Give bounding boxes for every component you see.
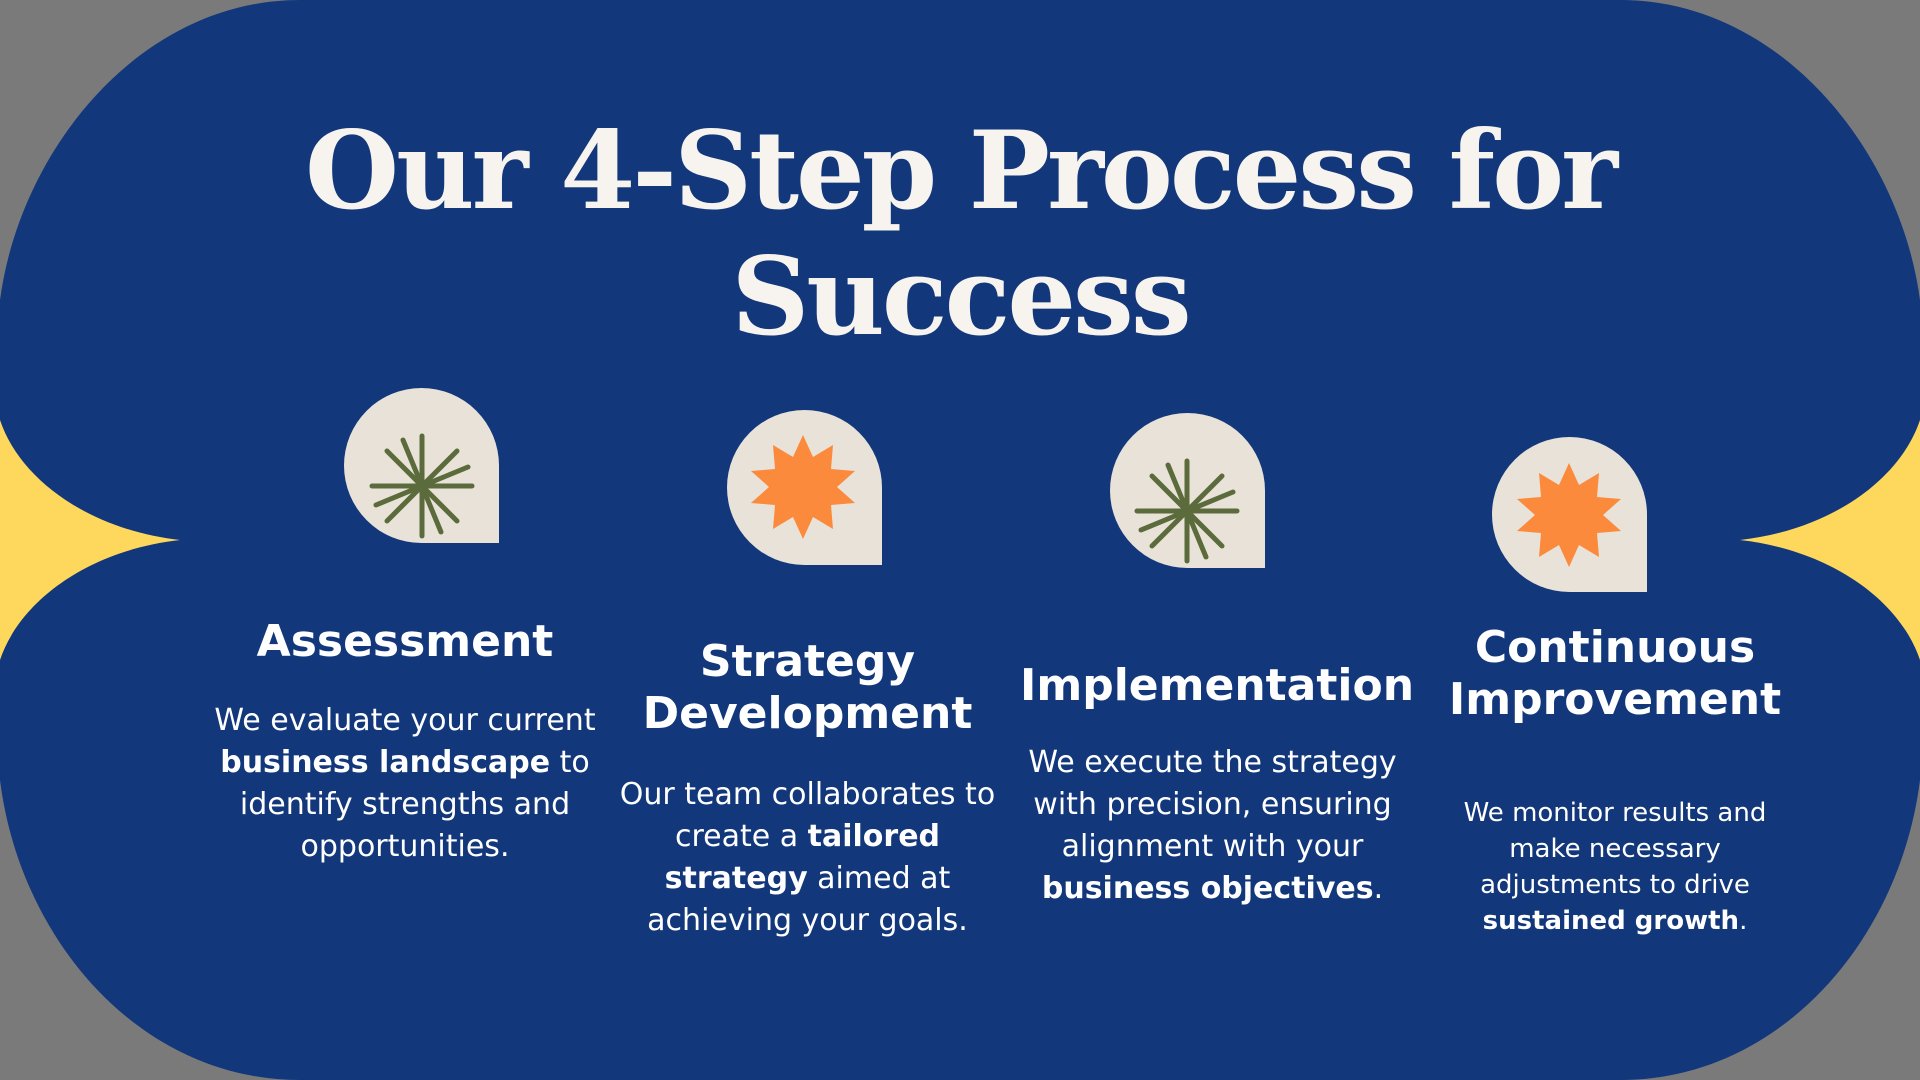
step-4-title: Continuous Improvement [1448,622,1782,725]
green-asterisk-icon [369,433,475,539]
step-2-description: Our team collaborates to create a tailor… [619,777,996,938]
orange-starburst-icon [751,435,855,539]
orange-starburst-icon [1517,463,1621,567]
step-1-icon-badge [344,388,499,543]
page-title: Our 4-Step Process for Success [305,108,1618,360]
step-1-description: We evaluate your current business landsc… [214,703,596,864]
step-3-description: We execute the strategy with precision, … [1028,745,1397,906]
step-4-description: We monitor results and make necessary ad… [1463,798,1767,936]
step-3-icon-badge [1110,413,1265,568]
step-3-title: Implementation [1020,660,1415,711]
step-2-icon-badge [727,410,882,565]
step-4-icon-badge [1492,437,1647,592]
step-2-title: Strategy Development [642,636,973,739]
step-1-title: Assessment [256,616,554,667]
green-asterisk-icon [1134,458,1240,564]
